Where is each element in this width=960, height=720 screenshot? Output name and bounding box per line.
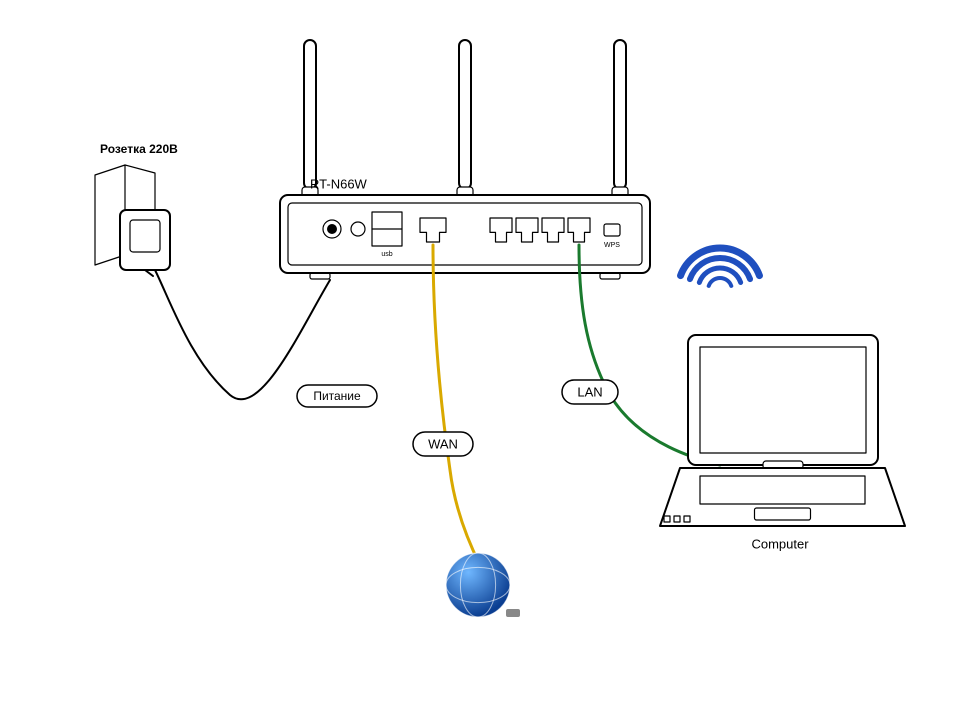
wan-cable-label: WAN bbox=[413, 432, 473, 456]
svg-text:LAN: LAN bbox=[577, 384, 602, 399]
outlet-label: Розетка 220В bbox=[100, 142, 178, 156]
antenna-1 bbox=[302, 40, 318, 197]
svg-text:WPS: WPS bbox=[604, 242, 620, 249]
power-cable-label: Питание bbox=[297, 385, 377, 407]
laptop-icon bbox=[660, 335, 905, 526]
internet-globe-icon bbox=[446, 553, 520, 617]
antenna-2 bbox=[457, 40, 473, 197]
router-model-label: RT-N66W bbox=[310, 176, 368, 191]
wan-cable bbox=[433, 245, 480, 565]
wifi-icon bbox=[681, 248, 760, 286]
wall-outlet bbox=[95, 165, 170, 276]
router bbox=[280, 40, 650, 279]
svg-text:WAN: WAN bbox=[428, 436, 458, 451]
lan-cable-label: LAN bbox=[562, 380, 618, 404]
laptop-label: Computer bbox=[751, 536, 809, 551]
svg-text:usb: usb bbox=[381, 251, 392, 258]
antenna-3 bbox=[612, 40, 628, 197]
power-cable bbox=[155, 270, 330, 399]
svg-text:Питание: Питание bbox=[313, 389, 361, 403]
